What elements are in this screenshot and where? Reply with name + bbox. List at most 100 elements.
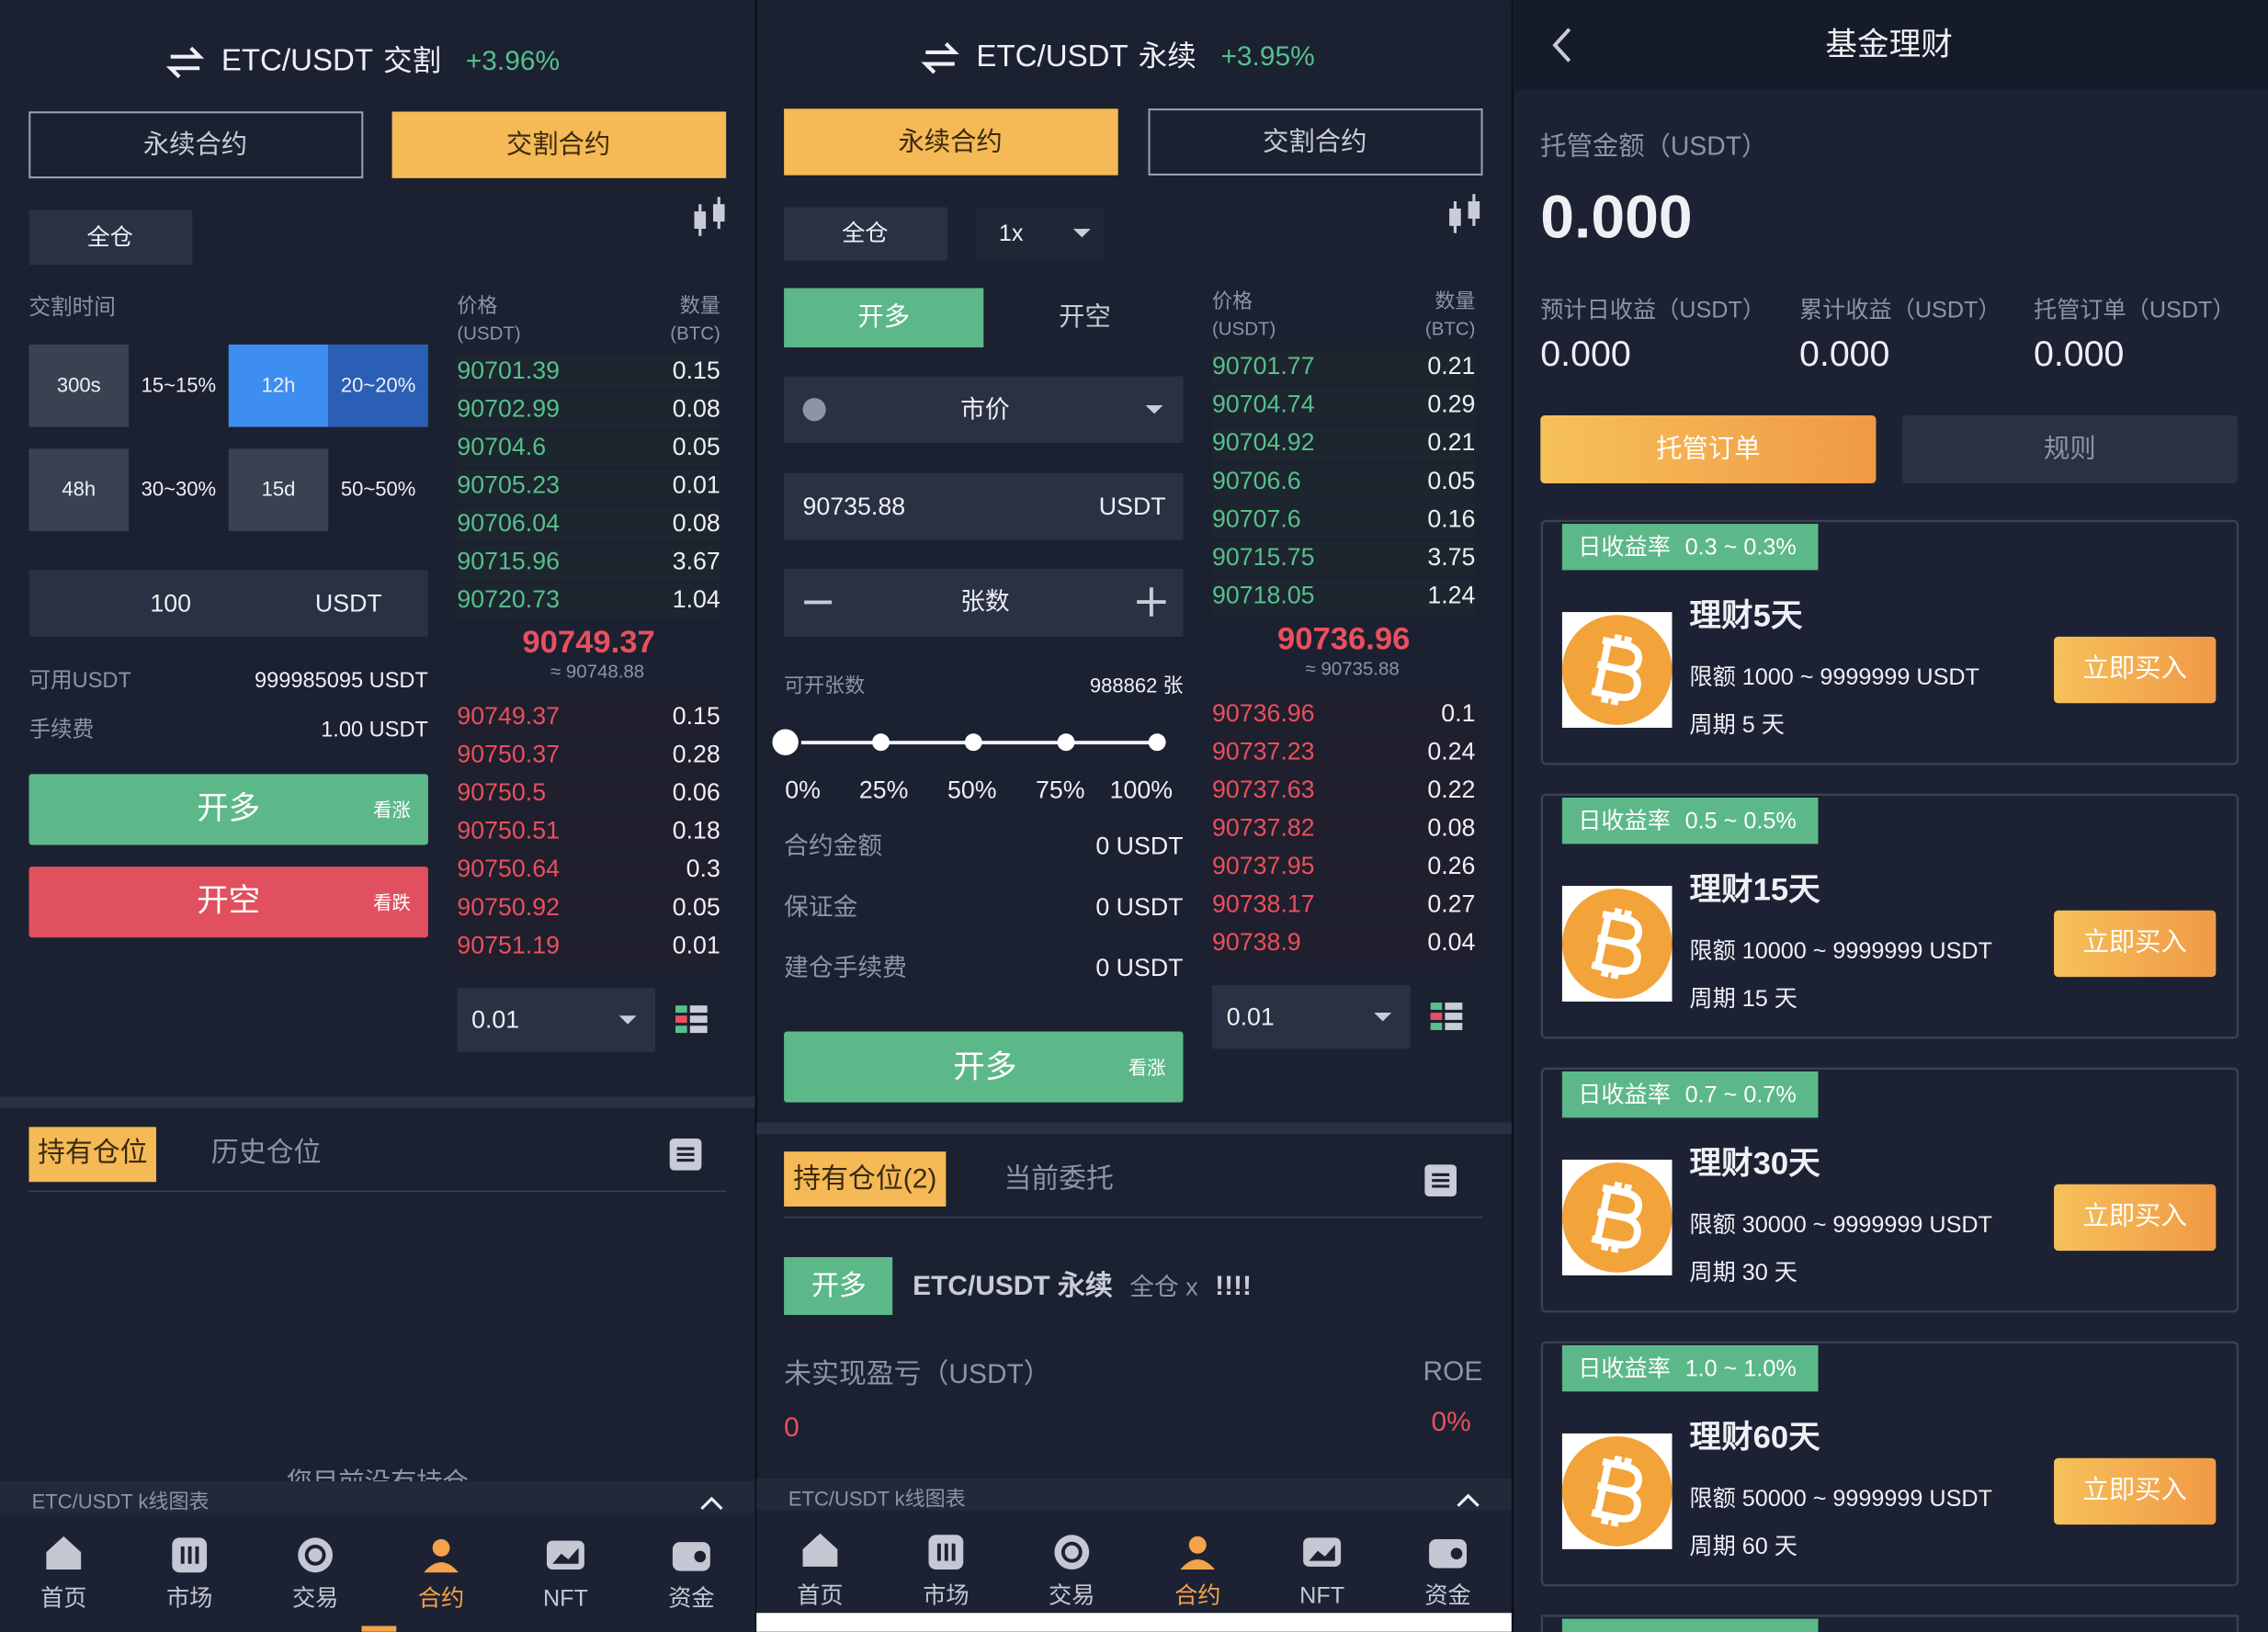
kline-bar[interactable] (756, 1478, 1512, 1511)
book-price: 90737.63 (1212, 776, 1315, 803)
nav-icon (195, 1546, 199, 1564)
contract-mode: 永续 (1139, 40, 1196, 73)
bitcoin-icon (1591, 907, 1643, 980)
product-card (1540, 519, 2240, 765)
margin-mode[interactable] (28, 210, 193, 266)
precision-select[interactable] (457, 988, 656, 1052)
buy-button[interactable] (2054, 910, 2217, 978)
depth-icon (1430, 1003, 1443, 1010)
roe-label: ROE (1423, 1356, 1483, 1387)
amount-input[interactable] (28, 570, 428, 637)
short-label: 开空 (197, 884, 260, 919)
qty-input[interactable] (784, 568, 1184, 637)
precision-select[interactable] (1211, 985, 1411, 1049)
collapse-caret (1457, 1493, 1480, 1507)
rate-badge (1561, 1344, 1819, 1392)
book-price: 90701.77 (1212, 352, 1315, 380)
book-qty: 0.26 (1427, 852, 1475, 879)
book-row-bg (457, 700, 720, 735)
book-row-bg (1211, 540, 1476, 576)
minus-icon[interactable] (804, 600, 833, 605)
nav-icon (1054, 1535, 1090, 1570)
slider-dot[interactable] (1057, 733, 1075, 752)
nav-label: 资金 (1424, 1583, 1470, 1609)
product-card (1540, 1067, 2240, 1313)
rules-button[interactable] (1901, 415, 2238, 483)
slider-dot[interactable] (872, 733, 890, 752)
book-row-bg (1211, 579, 1476, 615)
custody-value: 0.000 (1540, 184, 1692, 252)
period-time-box[interactable] (28, 448, 130, 531)
period-time-box[interactable] (228, 344, 329, 427)
buy-label: 立即买入 (2083, 1475, 2187, 1504)
book-price: 90706.04 (457, 509, 560, 537)
contract-tab[interactable] (1148, 108, 1483, 176)
slider-dot[interactable] (964, 733, 982, 752)
book-row-bg (457, 776, 720, 811)
summary-value: 0 USDT (1095, 833, 1183, 860)
product-limit: 限额 10000 ~ 9999999 USDT (1689, 938, 1992, 964)
book-qty: 3.67 (673, 548, 720, 575)
book-row-bg (1211, 503, 1476, 538)
period-time-box[interactable] (28, 344, 130, 427)
product-period: 周期 60 天 (1689, 1534, 1797, 1559)
rate-label: 日收益率 (1578, 808, 1671, 833)
position-tab[interactable] (28, 1127, 156, 1183)
fund-title: 基金理财 (1825, 28, 1952, 62)
book-qty: 0.1 (1441, 699, 1475, 727)
pnl-label: 未实现盈亏（USDT） (784, 1359, 1051, 1389)
order-type-select[interactable] (784, 376, 1184, 443)
slider-dot[interactable] (1148, 733, 1166, 752)
kline-bar[interactable] (0, 1481, 755, 1513)
book-price: 90750.51 (457, 817, 560, 844)
book-price: 90707.6 (1212, 504, 1301, 532)
book-row-bg (1211, 350, 1476, 385)
custody-orders-button[interactable] (1540, 415, 1877, 483)
bitcoin-icon (1591, 1181, 1643, 1253)
side-tab[interactable] (784, 288, 984, 348)
buy-button[interactable] (2054, 636, 2217, 704)
book-qty: 0.05 (673, 433, 720, 460)
dropdown-caret (618, 1015, 637, 1025)
contract-tab[interactable] (28, 111, 364, 179)
margin-mode[interactable] (784, 207, 947, 261)
rules-label: 规则 (2044, 434, 2096, 463)
period-time: 48h (62, 478, 96, 501)
product-period: 周期 30 天 (1689, 1260, 1797, 1286)
short-button[interactable] (28, 867, 428, 938)
period-range-box[interactable] (328, 344, 428, 427)
price-input[interactable] (784, 472, 1184, 540)
book-qty: 0.29 (1427, 391, 1475, 418)
book-price: 90750.5 (457, 778, 546, 806)
max-label: 可开张数 (784, 674, 865, 697)
period-time-box[interactable] (228, 448, 329, 531)
position-tab[interactable] (784, 1151, 947, 1207)
nav-icon (298, 1537, 334, 1573)
contract-tab[interactable] (784, 108, 1118, 176)
book-header: 价格 (1212, 289, 1253, 312)
nav-icon (1450, 1547, 1463, 1560)
book-header: (USDT) (457, 323, 520, 344)
roe-value: 0% (1432, 1407, 1471, 1437)
buy-button[interactable] (2054, 1184, 2217, 1252)
period-range: 50~50% (341, 478, 415, 501)
rate-label: 日收益率 (1578, 534, 1671, 560)
book-qty: 0.21 (1427, 428, 1475, 456)
collapse-caret (700, 1496, 723, 1511)
slider-dot[interactable] (769, 726, 801, 759)
buy-label: 立即买入 (2083, 1201, 2187, 1230)
buy-button[interactable] (2054, 1457, 2217, 1525)
nav-icon (424, 1562, 459, 1573)
book-row-bg (1211, 426, 1476, 462)
contract-tab[interactable] (391, 111, 727, 178)
book-qty: 0.24 (1427, 737, 1475, 765)
book-price: 90737.82 (1212, 814, 1315, 842)
book-price: 90718.05 (1212, 581, 1315, 608)
rate-label: 日收益率 (1578, 1082, 1671, 1107)
long-button[interactable] (28, 774, 428, 845)
long-button[interactable] (784, 1031, 1184, 1103)
list-icon (676, 1152, 695, 1156)
contract-tab-label: 交割合约 (1263, 128, 1366, 157)
list-icon (676, 1147, 695, 1150)
